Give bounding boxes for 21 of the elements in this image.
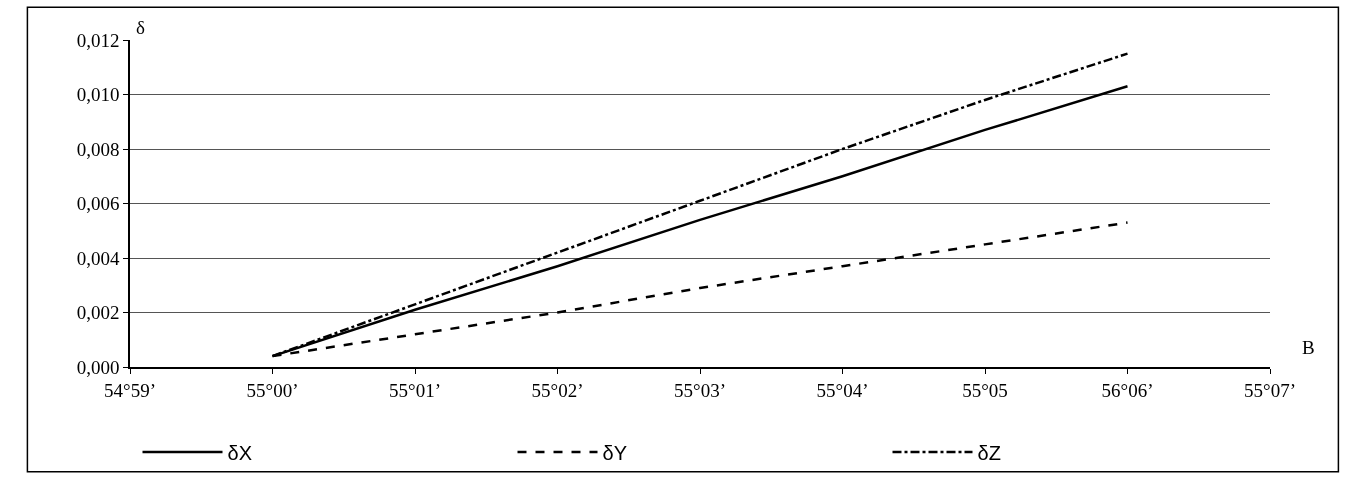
y-tick-label: 0,000 xyxy=(76,356,120,378)
x-tick-label: 56°06’ xyxy=(1101,379,1154,401)
legend-label: δY xyxy=(602,441,627,464)
x-tick-label: 55°04’ xyxy=(816,379,869,401)
x-axis-title: B xyxy=(1302,337,1315,358)
x-tick-label: 55°07’ xyxy=(1244,379,1296,401)
x-tick-label: 55°00’ xyxy=(246,379,299,401)
x-tick-label: 55°05 xyxy=(962,379,1008,401)
x-tick-label: 55°02’ xyxy=(531,379,584,401)
y-tick-label: 0,012 xyxy=(76,29,120,51)
y-tick-label: 0,010 xyxy=(76,84,120,106)
legend-label: δZ xyxy=(977,441,1001,464)
y-tick-label: 0,006 xyxy=(76,193,120,215)
x-tick-label: 55°03’ xyxy=(674,379,726,401)
y-axis-title: δ xyxy=(136,17,145,38)
legend-label: δX xyxy=(227,441,252,464)
x-tick-label: 54°59’ xyxy=(104,379,156,401)
x-tick-label: 55°01’ xyxy=(389,379,441,401)
y-tick-label: 0,008 xyxy=(76,138,120,160)
y-tick-label: 0,002 xyxy=(76,302,120,324)
y-tick-label: 0,004 xyxy=(76,247,120,269)
